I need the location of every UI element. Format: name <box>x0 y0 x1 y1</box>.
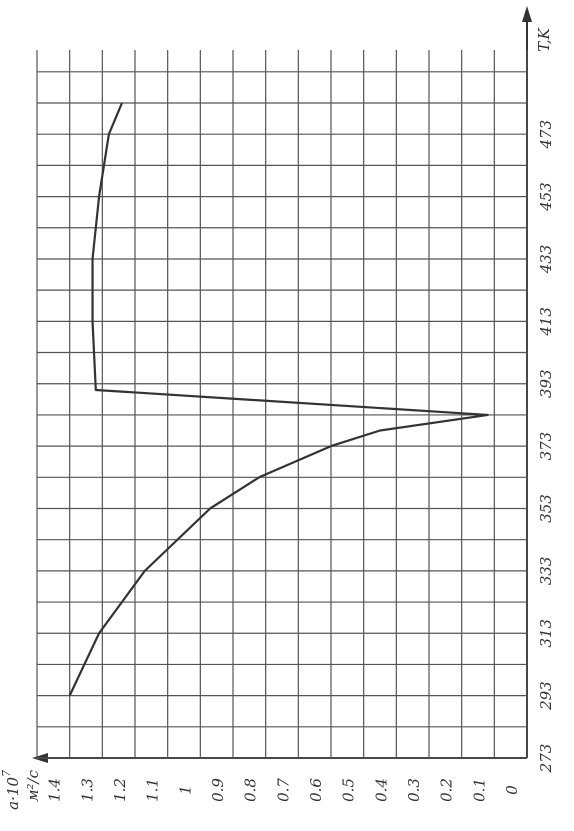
t-tick-label: 313 <box>537 619 555 648</box>
a-tick-label: 0.9 <box>209 778 227 802</box>
t-tick-label: 273 <box>537 744 555 774</box>
a-tick-label: 1 <box>176 785 194 795</box>
a-tick-label: 1.1 <box>144 778 162 802</box>
a-tick-label: 1.2 <box>111 778 129 802</box>
t-tick-label: 353 <box>537 494 555 523</box>
a-tick-label: 1.3 <box>78 778 96 802</box>
a-tick-label: 0.8 <box>242 778 260 802</box>
t-tick-label: 433 <box>537 245 555 275</box>
a-tick-label: 1.4 <box>46 778 64 802</box>
a-tick-label: 0.5 <box>340 778 358 802</box>
a-label-base: a·10 <box>4 777 22 810</box>
a-tick-label: 0.7 <box>274 778 292 802</box>
a-tick-label: 0.1 <box>470 778 488 802</box>
t-axis-label: T,K <box>535 27 553 52</box>
a-tick-label: 0 <box>503 785 521 795</box>
t-axis-arrow <box>522 6 532 22</box>
a-tick-label: 0.3 <box>405 778 423 802</box>
t-tick-label: 413 <box>537 307 555 337</box>
curve <box>68 102 489 697</box>
t-tick-label: 453 <box>537 182 555 212</box>
a-tick-label: 0.2 <box>438 778 456 802</box>
t-tick-label: 473 <box>537 120 555 150</box>
a-tick-label: 0.6 <box>307 778 325 802</box>
a-axis-unit: м²/с <box>24 769 42 802</box>
t-tick-label: 373 <box>537 432 555 461</box>
a-axis-label: a·107 <box>0 770 22 810</box>
a-tick-label: 0.4 <box>372 778 390 802</box>
a-label-exp: 7 <box>0 770 13 777</box>
t-tick-label: 333 <box>537 557 555 586</box>
t-tick-label: 393 <box>537 369 555 398</box>
t-tick-label: 293 <box>537 681 555 711</box>
